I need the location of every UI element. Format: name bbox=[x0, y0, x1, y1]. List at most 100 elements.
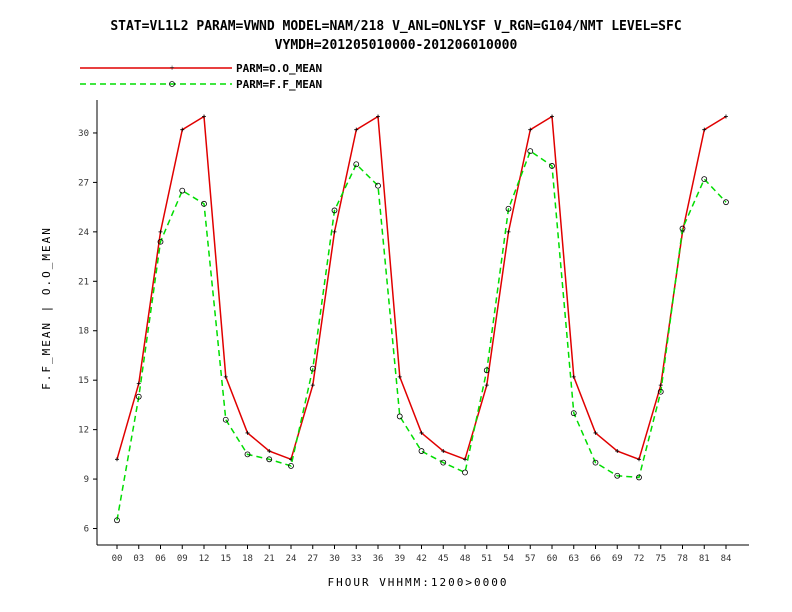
data-point bbox=[310, 383, 315, 388]
data-point bbox=[180, 127, 185, 132]
x-tick-label: 03 bbox=[133, 554, 144, 564]
data-point bbox=[637, 457, 641, 462]
data-point bbox=[202, 114, 206, 119]
data-point bbox=[527, 148, 534, 154]
data-point bbox=[223, 374, 228, 379]
data-point bbox=[657, 388, 664, 395]
data-point bbox=[679, 225, 686, 232]
x-tick-label: 78 bbox=[677, 554, 688, 564]
x-tick-label: 27 bbox=[307, 554, 318, 564]
data-point bbox=[528, 127, 533, 132]
data-point bbox=[570, 410, 577, 417]
data-point bbox=[245, 430, 250, 435]
x-tick-label: 84 bbox=[721, 554, 732, 564]
data-point bbox=[614, 472, 621, 479]
series-obs bbox=[115, 114, 728, 462]
data-point bbox=[244, 451, 251, 458]
x-tick-label: 51 bbox=[481, 554, 492, 564]
y-tick-label: 6 bbox=[84, 525, 89, 535]
legend-marker-obs: + bbox=[169, 63, 174, 73]
data-point bbox=[701, 176, 708, 183]
data-point bbox=[354, 127, 359, 132]
y-tick-label: 9 bbox=[84, 475, 89, 485]
series-layer bbox=[114, 114, 729, 524]
data-point bbox=[549, 163, 555, 169]
series-line bbox=[116, 115, 727, 461]
data-point bbox=[157, 238, 164, 245]
x-tick-label: 75 bbox=[655, 554, 666, 564]
y-tick-label: 27 bbox=[78, 178, 89, 188]
data-point bbox=[505, 205, 512, 212]
x-tick-label: 72 bbox=[634, 554, 645, 564]
x-tick-label: 39 bbox=[394, 554, 405, 564]
data-point bbox=[418, 448, 425, 454]
x-tick-label: 54 bbox=[503, 554, 514, 564]
x-tick-label: 69 bbox=[612, 554, 623, 564]
data-point bbox=[506, 229, 511, 234]
x-tick-label: 18 bbox=[242, 554, 253, 564]
series-line bbox=[116, 149, 727, 521]
data-point bbox=[550, 114, 554, 119]
x-tick-label: 81 bbox=[699, 554, 710, 564]
y-tick-label: 18 bbox=[78, 327, 89, 337]
data-point bbox=[593, 430, 598, 435]
x-tick-label: 36 bbox=[373, 554, 384, 564]
x-tick-label: 66 bbox=[590, 554, 601, 564]
data-point bbox=[288, 462, 294, 469]
data-point bbox=[723, 199, 729, 206]
x-tick-label: 33 bbox=[351, 554, 362, 564]
data-point bbox=[222, 416, 229, 423]
data-point bbox=[136, 381, 141, 386]
data-point bbox=[331, 207, 338, 214]
data-point bbox=[440, 459, 447, 466]
data-point bbox=[484, 383, 489, 388]
x-tick-label: 45 bbox=[438, 554, 449, 564]
data-point bbox=[135, 393, 142, 400]
data-point bbox=[179, 187, 186, 194]
data-point bbox=[592, 459, 599, 466]
legend-label-obs: PARM=O.O_MEAN bbox=[236, 62, 322, 75]
y-tick-label: 15 bbox=[78, 376, 89, 386]
data-point bbox=[702, 127, 707, 132]
legend-label-fcst: PARM=F.F_MEAN bbox=[236, 78, 322, 91]
y-tick-label: 21 bbox=[78, 277, 89, 287]
x-tick-label: 06 bbox=[155, 554, 166, 564]
x-tick-label: 00 bbox=[112, 554, 123, 564]
data-point bbox=[158, 229, 163, 234]
data-point bbox=[267, 449, 272, 454]
data-point bbox=[309, 365, 316, 372]
x-tick-label: 63 bbox=[568, 554, 579, 564]
data-point bbox=[115, 457, 119, 462]
legend-marker-fcst bbox=[169, 81, 175, 87]
chart-title: STAT=VL1L2 PARAM=VWND MODEL=NAM/218 V_AN… bbox=[110, 19, 681, 34]
x-tick-label: 09 bbox=[177, 554, 188, 564]
x-tick-label: 60 bbox=[547, 554, 558, 564]
data-point bbox=[571, 374, 576, 379]
x-tick-label: 30 bbox=[329, 554, 340, 564]
x-axis-label: FHOUR VHHMM:1200>0000 bbox=[327, 576, 508, 589]
data-point bbox=[636, 474, 642, 481]
data-point bbox=[483, 367, 490, 374]
data-point bbox=[114, 517, 120, 524]
data-point bbox=[266, 456, 273, 463]
data-point bbox=[201, 200, 207, 207]
x-tick-label: 57 bbox=[525, 554, 536, 564]
data-point bbox=[441, 449, 446, 454]
data-point bbox=[658, 383, 663, 388]
x-tick-label: 12 bbox=[199, 554, 210, 564]
data-point bbox=[462, 469, 468, 476]
data-point bbox=[396, 413, 403, 420]
series-fcst bbox=[114, 148, 729, 524]
data-point bbox=[615, 449, 620, 454]
y-tick-label: 30 bbox=[78, 129, 89, 139]
data-point bbox=[724, 114, 728, 119]
x-tick-label: 15 bbox=[220, 554, 231, 564]
data-point bbox=[376, 114, 380, 119]
data-point bbox=[397, 374, 402, 379]
data-point bbox=[419, 430, 424, 435]
legend: + PARM=O.O_MEAN PARM=F.F_MEAN bbox=[80, 62, 322, 91]
y-tick-label: 12 bbox=[78, 426, 89, 436]
chart-subtitle: VYMDH=201205010000-201206010000 bbox=[275, 38, 518, 53]
